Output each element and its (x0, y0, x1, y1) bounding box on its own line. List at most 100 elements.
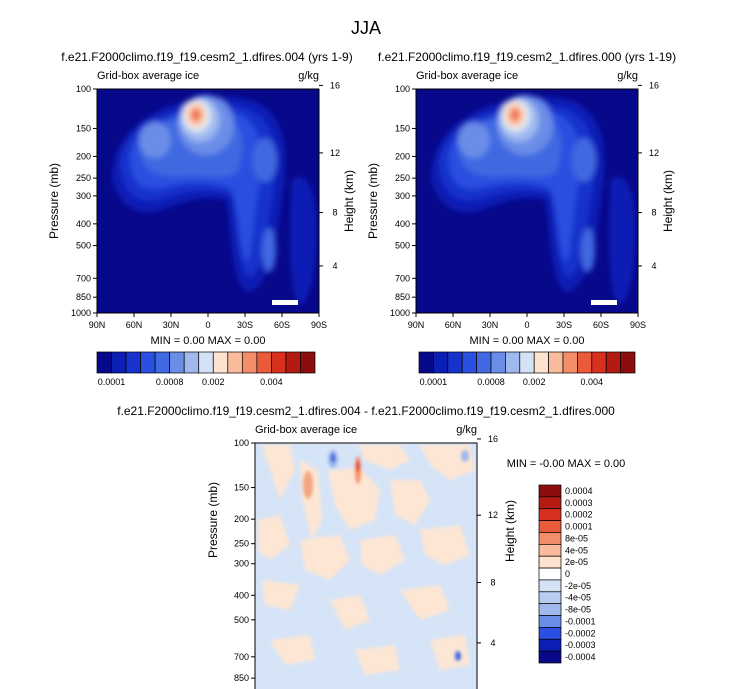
colorbar-swatch (154, 351, 171, 374)
y2-tick-label: 8 (332, 208, 337, 218)
x-tick-label: 90N (89, 320, 106, 330)
colorbar-swatch (562, 351, 578, 374)
panel-left-units-label: g/kg (298, 70, 319, 82)
colorbar-label: 0.0003 (565, 498, 593, 508)
y-tick-label: 150 (395, 123, 410, 133)
panel-diff-frame (254, 442, 478, 689)
x-tick-label: 0 (524, 320, 529, 330)
colorbar-swatch (538, 496, 562, 510)
colorbar-swatch (461, 351, 477, 374)
y2-tick-label: 16 (488, 434, 498, 444)
colorbar-swatch (169, 351, 185, 374)
colorbar-label: 0.0002 (565, 510, 593, 520)
y-tick-label: 300 (234, 559, 249, 569)
y-tick-label: 150 (234, 483, 249, 493)
y-tick-label: 400 (395, 219, 410, 229)
panel-right-ylabel: Pressure (mb) (366, 163, 380, 239)
y2-tick-label: 4 (651, 261, 656, 271)
y2-tick-label: 12 (488, 510, 498, 520)
colorbar-swatch (538, 591, 562, 605)
colorbar-swatch (490, 351, 506, 374)
colorbar-swatch (227, 351, 243, 374)
colorbar-swatch (577, 351, 593, 374)
colorbar-swatch (212, 351, 229, 374)
colorbar-label: 0.002 (523, 377, 546, 387)
y-tick-label: 100 (234, 438, 249, 448)
y-tick-label: 400 (76, 219, 91, 229)
colorbar-swatch (111, 351, 127, 374)
panel-diff-ylabel: Pressure (mb) (206, 482, 220, 558)
x-tick-label: 90S (311, 320, 327, 330)
colorbar-label: 0.0001 (98, 377, 126, 387)
colorbar-label: 0.0001 (420, 377, 448, 387)
x-tick-label: 0 (205, 320, 210, 330)
colorbar-swatch (548, 351, 564, 374)
colorbar-swatch (183, 351, 200, 374)
panel-right: f.e21.F2000climo.f19_f19.cesm2_1.dfires.… (366, 50, 676, 387)
colorbar-label: -4e-05 (565, 593, 591, 603)
y-tick-label: 300 (76, 191, 91, 201)
colorbar-label: 0 (565, 569, 570, 579)
panel-diff-minmax: MIN = -0.00 MAX = 0.00 (507, 458, 626, 470)
y-tick-label: 1000 (71, 308, 91, 318)
y-tick-label: 300 (395, 191, 410, 201)
colorbar-swatch (538, 543, 562, 557)
colorbar-label: -0.0004 (565, 652, 596, 662)
panel-diff-units-label: g/kg (456, 424, 477, 436)
x-tick-label: 60S (593, 320, 609, 330)
colorbar-swatch (538, 508, 562, 521)
panel-left-field (97, 89, 319, 313)
panel-right-minmax: MIN = 0.00 MAX = 0.00 (470, 335, 585, 347)
y-tick-label: 700 (395, 273, 410, 283)
colorbar-swatch (538, 484, 562, 498)
colorbar-swatch (476, 351, 492, 374)
colorbar-swatch (538, 627, 562, 640)
colorbar-swatch (538, 603, 562, 616)
colorbar-swatch (605, 351, 621, 374)
colorbar-swatch (433, 351, 449, 374)
y-tick-label: 150 (76, 123, 91, 133)
y2-tick-label: 4 (332, 261, 337, 271)
panel-difference: f.e21.F2000climo.f19_f19.cesm2_1.dfires.… (117, 404, 625, 689)
colorbar-swatch (538, 532, 562, 545)
panel-diff-variable-label: Grid-box average ice (255, 424, 357, 436)
colorbar-label: -0.0002 (565, 628, 596, 638)
colorbar-label: -0.0001 (565, 616, 596, 626)
colorbar-swatch (241, 351, 258, 374)
y2-tick-label: 12 (330, 148, 340, 158)
panel-left-title: f.e21.F2000climo.f19_f19.cesm2_1.dfires.… (61, 50, 352, 64)
x-tick-label: 60S (274, 320, 290, 330)
y-tick-label: 200 (76, 151, 91, 161)
colorbar-swatch (538, 567, 562, 581)
colorbar-label: 0.002 (202, 377, 225, 387)
panel-left: f.e21.F2000climo.f19_f19.cesm2_1.dfires.… (47, 50, 356, 387)
colorbar-swatch (533, 351, 549, 374)
colorbar-label: 8e-05 (565, 533, 588, 543)
y2-tick-label: 8 (490, 578, 495, 588)
y2-tick-label: 16 (330, 80, 340, 90)
y-tick-label: 100 (76, 84, 91, 94)
colorbar-label: 0.0008 (156, 377, 184, 387)
colorbar-swatch (538, 615, 562, 628)
panel-diff-field (255, 443, 477, 689)
colorbar-label: 4e-05 (565, 545, 588, 555)
colorbar-label: 0.004 (260, 377, 283, 387)
x-tick-label: 30S (237, 320, 253, 330)
colorbar-swatch (271, 351, 287, 374)
colorbar-swatch (538, 638, 562, 652)
y-tick-label: 250 (76, 173, 91, 183)
x-tick-label: 90S (630, 320, 646, 330)
panel-right-y2label: Height (km) (661, 170, 675, 232)
colorbar-swatch (538, 650, 562, 664)
y-tick-label: 250 (395, 173, 410, 183)
y2-tick-label: 4 (490, 638, 495, 648)
colorbar-swatch (620, 351, 636, 374)
colorbar-label: 2e-05 (565, 557, 588, 567)
x-tick-label: 60N (445, 320, 462, 330)
colorbar-swatch (447, 351, 463, 374)
y-tick-label: 500 (76, 241, 91, 251)
y-tick-label: 200 (234, 514, 249, 524)
colorbar-swatch (96, 351, 112, 374)
panel-right-field (416, 89, 638, 313)
